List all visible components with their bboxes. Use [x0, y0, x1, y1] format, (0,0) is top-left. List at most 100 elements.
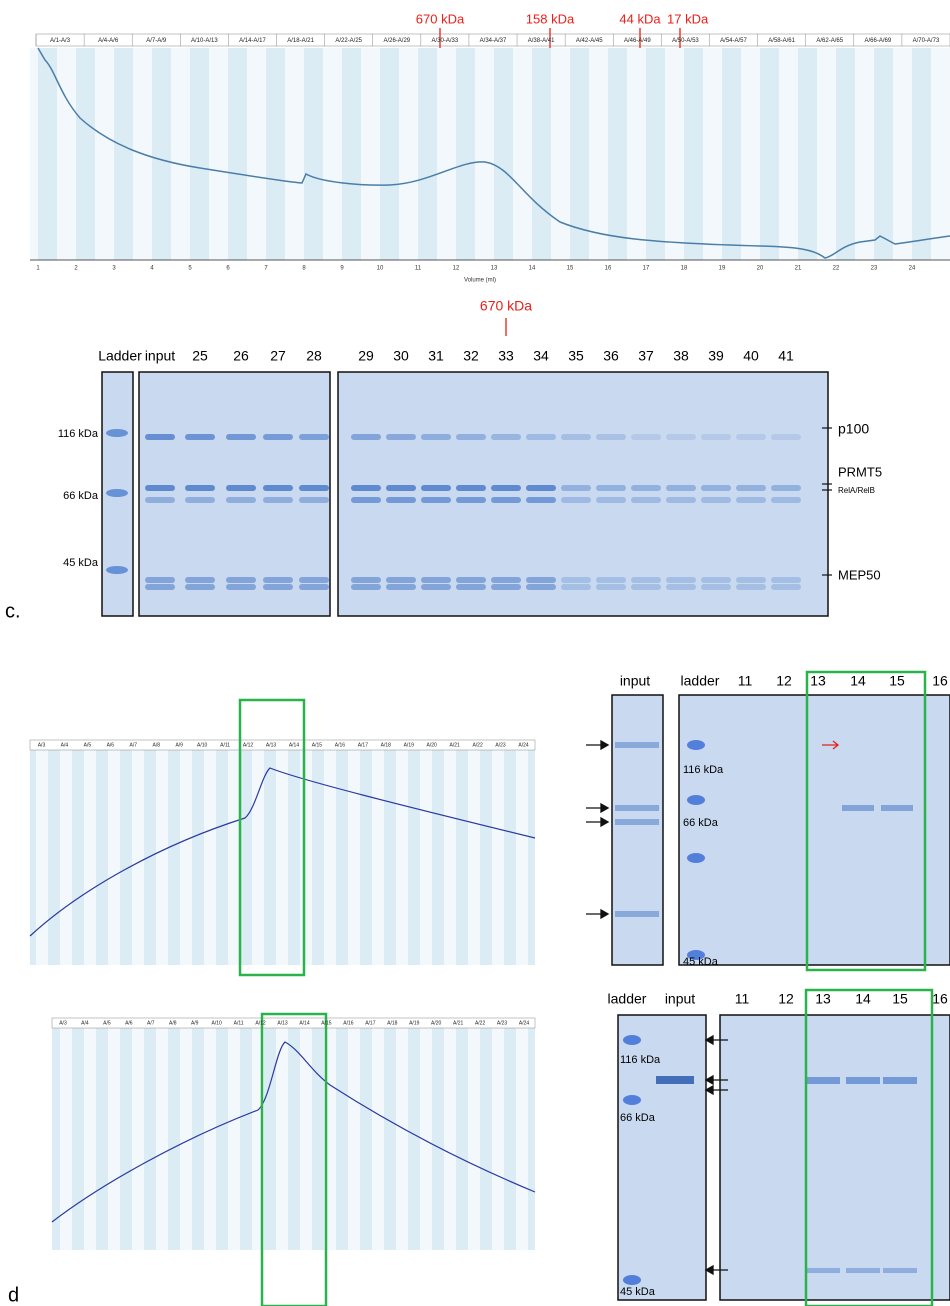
ladder-label: 116 kDa: [683, 764, 724, 776]
panel-label: d: [8, 1284, 19, 1306]
lane-label: 30: [393, 348, 409, 364]
ladder-band: [623, 1035, 641, 1045]
protein-band: [421, 485, 451, 491]
protein-band: [526, 485, 556, 491]
fraction-label: A/12: [255, 1020, 266, 1026]
fraction-label: A/20: [427, 742, 438, 748]
x-axis-label: Volume (ml): [464, 278, 496, 284]
plot-bg: [30, 740, 535, 965]
protein-band: [806, 1077, 840, 1084]
x-tick-label: 5: [188, 266, 192, 272]
protein-band: [386, 434, 416, 440]
lane-label: input: [145, 348, 175, 364]
fraction-label: A/18: [387, 1020, 398, 1026]
lane-label: 37: [638, 348, 654, 364]
band-label: p100: [838, 421, 869, 437]
protein-band: [145, 584, 175, 590]
protein-band: [226, 434, 256, 440]
protein-band: [846, 1077, 880, 1084]
protein-band: [771, 577, 801, 583]
lane-label: 16: [932, 991, 948, 1007]
protein-band: [263, 577, 293, 583]
protein-band: [145, 485, 175, 491]
fraction-label: A/34-A/37: [480, 38, 507, 44]
lane-label: 13: [810, 673, 826, 689]
fraction-label: A/46-A/49: [624, 38, 651, 44]
protein-band: [736, 584, 766, 590]
fraction-label: A/22: [475, 1020, 486, 1026]
lane-label: 16: [932, 673, 948, 689]
protein-band: [421, 577, 451, 583]
protein-band: [631, 497, 661, 503]
lane-label: 28: [306, 348, 322, 364]
protein-band: [185, 577, 215, 583]
fraction-label: A/7-A/9: [146, 38, 167, 44]
protein-band: [631, 584, 661, 590]
fraction-label: A/19: [404, 742, 415, 748]
fraction-label: A/13: [266, 742, 277, 748]
protein-band: [456, 434, 486, 440]
protein-band: [145, 497, 175, 503]
protein-band: [736, 485, 766, 491]
fraction-label: A/11: [220, 742, 230, 748]
lane-label: 14: [850, 673, 866, 689]
protein-band: [386, 584, 416, 590]
protein-band: [299, 485, 329, 491]
protein-band: [456, 577, 486, 583]
lane-label: 36: [603, 348, 619, 364]
fraction-label: A/1-A/3: [50, 38, 71, 44]
fraction-label: A/5: [84, 742, 92, 748]
x-tick-label: 24: [909, 266, 916, 272]
ladder-label: 45 kDa: [620, 1286, 656, 1298]
fraction-label: A/17: [365, 1020, 376, 1026]
x-tick-label: 19: [719, 266, 726, 272]
fraction-label: A/20: [431, 1020, 442, 1026]
protein-band: [615, 911, 659, 917]
lane-label: Ladder: [98, 348, 142, 364]
lane-label: 41: [778, 348, 794, 364]
protein-band: [806, 1268, 840, 1273]
fraction-label: A/8: [169, 1020, 177, 1026]
x-tick-label: 6: [226, 266, 230, 272]
lane-label: 13: [815, 991, 831, 1007]
fraction-label: A/24: [518, 742, 529, 748]
protein-band: [656, 1076, 694, 1084]
lane-label: 32: [463, 348, 479, 364]
x-tick-label: 20: [757, 266, 764, 272]
fraction-label: A/24: [519, 1020, 530, 1026]
fraction-label: A/70-A/73: [913, 38, 940, 44]
protein-band: [666, 497, 696, 503]
fraction-label: A/26-A/29: [383, 38, 410, 44]
protein-band: [351, 485, 381, 491]
protein-band: [526, 434, 556, 440]
ladder-label: 66 kDa: [620, 1112, 656, 1124]
fraction-label: A/9: [191, 1020, 199, 1026]
protein-band: [299, 584, 329, 590]
fraction-label: A/13: [277, 1020, 288, 1026]
fraction-label: A/4: [61, 742, 69, 748]
lane-label: 15: [889, 673, 905, 689]
protein-band: [299, 577, 329, 583]
lane-label: 39: [708, 348, 724, 364]
protein-band: [526, 584, 556, 590]
fraction-label: A/14-A/17: [239, 38, 266, 44]
size-marker: 670 kDa: [416, 11, 465, 26]
fraction-label: A/16: [343, 1020, 354, 1026]
lane-label: 11: [735, 991, 750, 1007]
protein-band: [185, 497, 215, 503]
protein-band: [846, 1268, 880, 1273]
band-label: RelA/RelB: [838, 486, 875, 495]
ladder-label: 116 kDa: [620, 1054, 661, 1066]
x-tick-label: 18: [681, 266, 688, 272]
ladder-label: 45 kDa: [63, 557, 99, 569]
lane-label: 40: [743, 348, 759, 364]
fraction-label: A/12: [243, 742, 254, 748]
ladder-band: [106, 489, 128, 497]
protein-band: [596, 485, 626, 491]
protein-band: [666, 485, 696, 491]
protein-band: [771, 584, 801, 590]
fraction-label: A/19: [409, 1020, 420, 1026]
lane-label: 12: [776, 673, 792, 689]
ladder-band: [623, 1095, 641, 1105]
x-tick-label: 15: [567, 266, 574, 272]
